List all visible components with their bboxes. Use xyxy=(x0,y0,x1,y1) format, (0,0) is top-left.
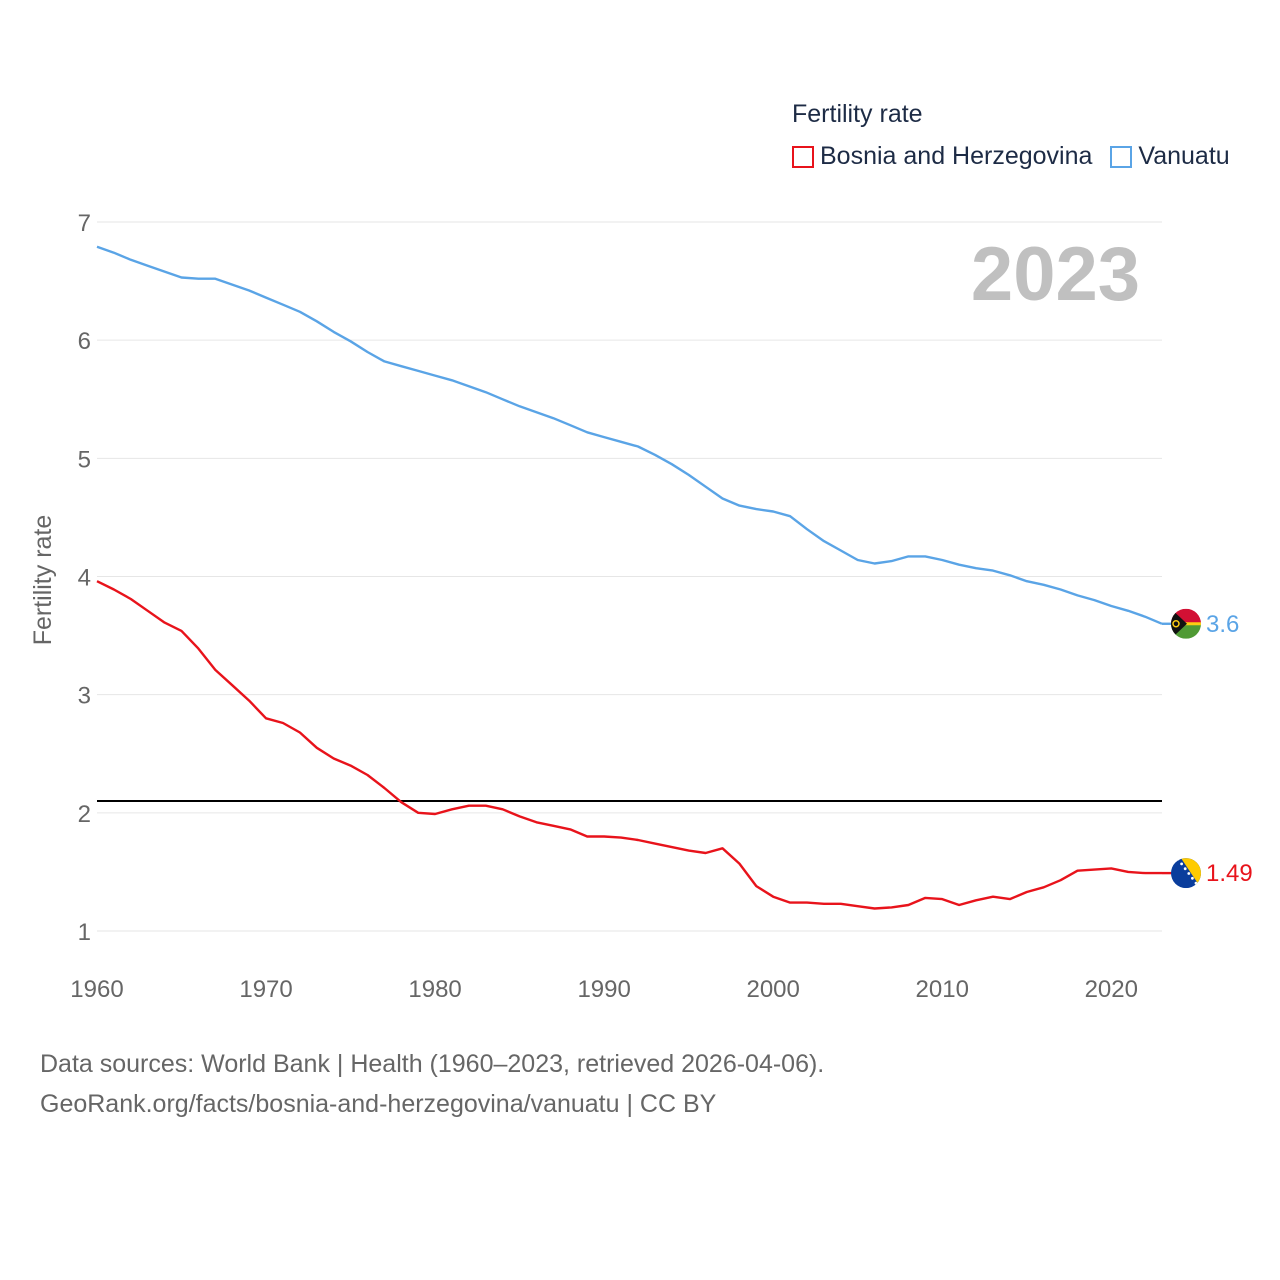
source-line-2[interactable]: GeoRank.org/facts/bosnia-and-herzegovina… xyxy=(40,1090,717,1118)
series-line-vanuatu xyxy=(96,245,1163,625)
legend-item-bosnia[interactable]: Bosnia and Herzegovina xyxy=(792,142,1092,171)
end-value-label-bosnia: 1.49 xyxy=(1206,860,1253,887)
legend-item-vanuatu[interactable]: Vanuatu xyxy=(1110,142,1230,171)
x-tick-label-1960: 1960 xyxy=(70,976,123,1003)
series-line-bosnia xyxy=(96,580,1162,910)
x-tick-label-1970: 1970 xyxy=(239,976,292,1003)
legend: Bosnia and Herzegovina Vanuatu xyxy=(792,142,1248,171)
end-value-label-vanuatu: 3.6 xyxy=(1206,611,1239,638)
y-tick-label-1: 1 xyxy=(78,919,91,946)
end-markers: 1.49 3.6 xyxy=(1162,608,1253,889)
x-tick-label-2010: 2010 xyxy=(916,976,969,1003)
flag-fill-vanuatu xyxy=(1171,608,1201,639)
x-axis-ticks: 1960 1970 1980 1990 2000 2010 2020 xyxy=(70,976,1138,1003)
source-line-1: Data sources: World Bank | Health (1960–… xyxy=(40,1050,825,1078)
y-tick-label-6: 6 xyxy=(78,328,91,355)
flag-star-1 xyxy=(1180,862,1183,866)
series-lines xyxy=(96,245,1163,910)
y-tick-label-5: 5 xyxy=(78,446,91,473)
flag-star-4 xyxy=(1191,876,1194,880)
gridlines xyxy=(97,221,1162,932)
flag-vanuatu-icon xyxy=(1171,608,1201,639)
y-tick-label-4: 4 xyxy=(78,565,91,592)
legend-swatch-bosnia xyxy=(792,145,814,168)
y-axis-label: Fertility rate xyxy=(29,515,57,646)
legend-title: Fertility rate xyxy=(792,100,923,128)
legend-label-bosnia: Bosnia and Herzegovina xyxy=(820,142,1093,170)
x-tick-label-1980: 1980 xyxy=(408,976,461,1003)
flag-fill-bosnia xyxy=(1171,858,1201,889)
y-axis-ticks: 1 2 3 4 5 6 7 xyxy=(78,210,91,946)
x-tick-label-1990: 1990 xyxy=(577,976,630,1003)
x-tick-label-2020: 2020 xyxy=(1085,976,1138,1003)
flag-star-2 xyxy=(1183,867,1187,871)
current-year-label: 2023 xyxy=(971,232,1140,317)
y-tick-label-7: 7 xyxy=(78,210,91,237)
flag-bosnia-icon xyxy=(1171,858,1201,889)
flag-star-0 xyxy=(1176,858,1180,861)
legend-label-vanuatu: Vanuatu xyxy=(1138,142,1230,170)
flag-triangle-yellow xyxy=(1181,858,1201,889)
flag-star-5 xyxy=(1194,881,1198,885)
source-note: Data sources: World Bank | Health (1960–… xyxy=(40,1044,824,1124)
y-tick-label-2: 2 xyxy=(78,801,91,828)
legend-swatch-vanuatu xyxy=(1110,145,1133,168)
flag-star-3 xyxy=(1187,872,1191,875)
x-tick-label-2000: 2000 xyxy=(746,976,799,1003)
y-tick-label-3: 3 xyxy=(78,683,91,710)
flag-emblem xyxy=(1172,620,1180,628)
